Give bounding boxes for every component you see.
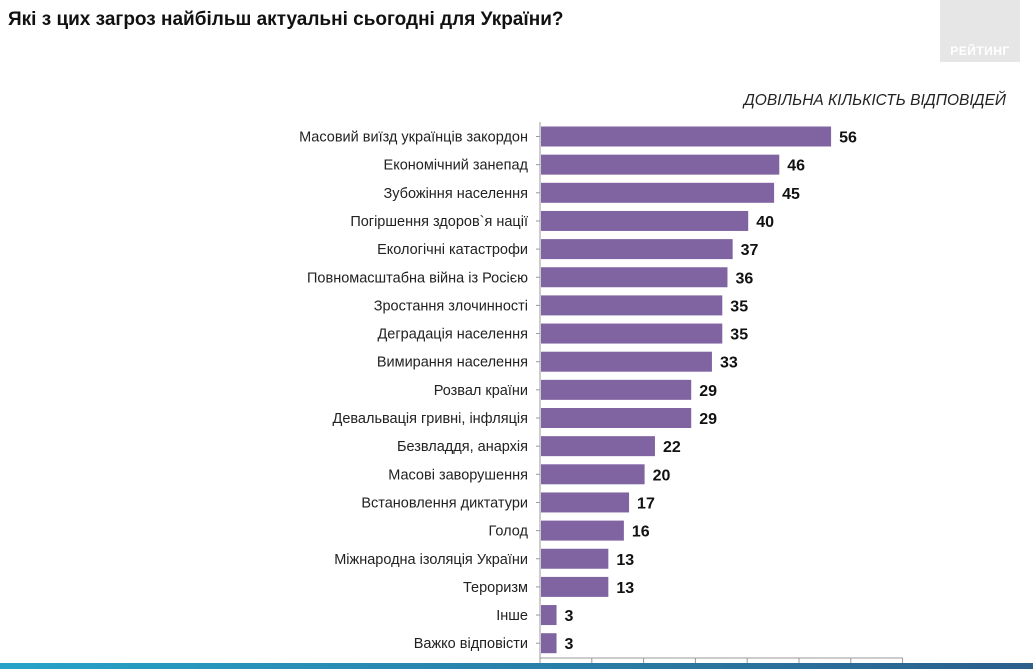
category-label: Масові заворушення <box>388 467 528 483</box>
bar <box>541 464 645 485</box>
chart-note: ДОВІЛЬНА КІЛЬКІСТЬ ВІДПОВІДЕЙ <box>743 92 1006 109</box>
category-label: Зубожіння населення <box>384 186 529 202</box>
bar <box>541 520 624 541</box>
category-label: Міжнародна ізоляція України <box>334 552 528 568</box>
value-label: 17 <box>637 495 655 512</box>
bar <box>541 548 609 569</box>
value-label: 3 <box>565 636 574 653</box>
value-label: 36 <box>735 270 753 287</box>
category-label: Деградація населення <box>377 327 528 343</box>
bar <box>541 182 775 203</box>
category-label: Вимирання населення <box>377 355 528 371</box>
value-label: 40 <box>756 214 774 231</box>
bar <box>541 239 733 260</box>
bar <box>541 295 723 316</box>
value-label: 56 <box>839 130 857 147</box>
bar <box>541 267 728 288</box>
bar <box>541 576 609 597</box>
value-label: 35 <box>730 327 748 344</box>
bottom-accent-bar <box>0 663 1033 669</box>
category-label: Розвал країни <box>434 383 528 399</box>
bar <box>541 379 692 400</box>
category-label: Безвладдя, анархія <box>397 439 528 455</box>
category-label: Економічний занепад <box>384 158 529 174</box>
category-label: Інше <box>496 608 528 624</box>
bar <box>541 126 832 147</box>
category-label: Важко відповісти <box>414 636 528 652</box>
rating-logo: РЕЙТИНГ <box>940 0 1020 62</box>
bar <box>541 492 630 513</box>
value-label: 22 <box>663 439 681 456</box>
value-label: 3 <box>565 608 574 625</box>
value-label: 37 <box>741 242 759 259</box>
value-label: 16 <box>632 524 650 541</box>
chart-title: Які з цих загроз найбільш актуальні сьог… <box>8 9 564 30</box>
value-label: 33 <box>720 355 738 372</box>
bar <box>541 323 723 344</box>
category-label: Повномасштабна війна із Росією <box>307 270 528 286</box>
category-label: Встановлення диктатури <box>361 495 528 511</box>
bar <box>541 436 655 457</box>
bar <box>541 210 749 231</box>
value-label: 35 <box>730 298 748 315</box>
value-label: 29 <box>699 383 717 400</box>
category-label: Зростання злочинності <box>374 298 528 314</box>
value-label: 13 <box>616 552 634 569</box>
category-label: Девальвація гривні, інфляція <box>333 411 529 427</box>
category-label: Екологічні катастрофи <box>377 242 528 258</box>
category-label: Тероризм <box>463 580 528 596</box>
logo-text: РЕЙТИНГ <box>950 44 1010 58</box>
bar <box>541 154 780 175</box>
bar <box>541 633 557 654</box>
category-label: Голод <box>489 524 529 540</box>
bar <box>541 408 692 428</box>
bar <box>541 351 712 372</box>
value-label: 45 <box>782 186 800 203</box>
value-label: 13 <box>616 580 634 597</box>
category-label: Масовий виїзд українців закордон <box>299 130 528 146</box>
value-label: 20 <box>653 467 671 484</box>
bar <box>541 605 557 626</box>
category-label: Погіршення здоров`я нації <box>350 214 528 230</box>
value-label: 46 <box>787 158 805 175</box>
value-label: 29 <box>699 411 717 428</box>
